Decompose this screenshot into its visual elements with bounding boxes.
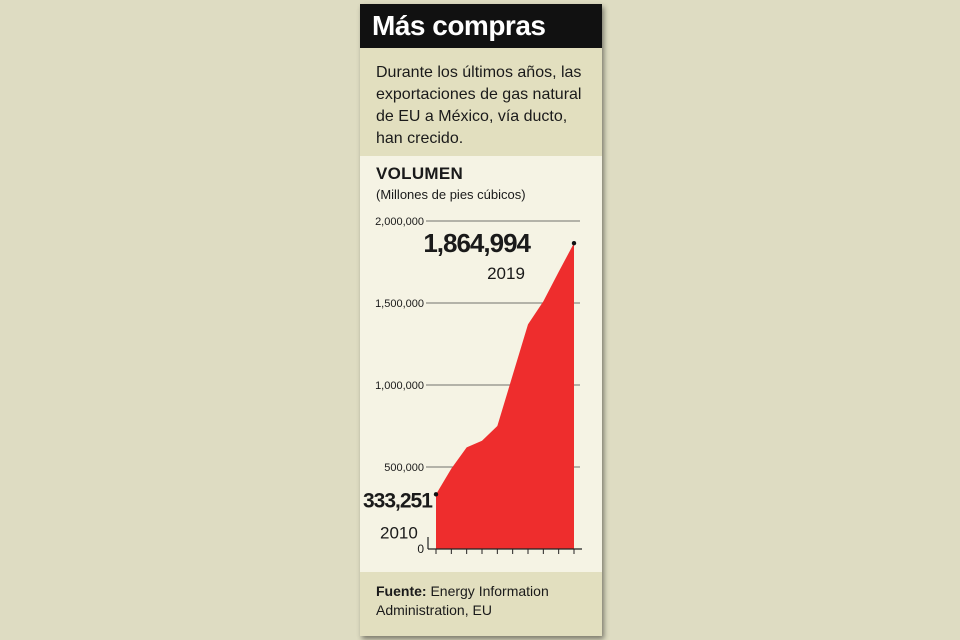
chart-subtitle: (Millones de pies cúbicos) bbox=[376, 187, 526, 202]
infographic-title: Más compras bbox=[372, 10, 546, 41]
end-point-marker bbox=[571, 240, 577, 246]
y-tick-label: 500,000 bbox=[384, 462, 424, 474]
source-text: Energy Information Administration, EU bbox=[376, 583, 549, 618]
area-series bbox=[436, 243, 574, 549]
min-year-label: 2010 bbox=[380, 523, 418, 542]
infographic-card: Más compras Durante los últimos años, la… bbox=[360, 4, 602, 636]
header-bar: Más compras bbox=[360, 4, 602, 48]
intro-text: Durante los últimos años, las exportacio… bbox=[376, 64, 582, 147]
max-value-label: 1,864,994 bbox=[423, 228, 531, 258]
footer-panel: Fuente: Energy Information Administratio… bbox=[360, 572, 602, 636]
y-tick-label: 1,000,000 bbox=[375, 380, 424, 392]
min-value-label: 333,251 bbox=[363, 489, 433, 512]
intro-panel: Durante los últimos años, las exportacio… bbox=[360, 48, 602, 156]
start-point-marker bbox=[433, 492, 439, 497]
y-tick-label: 1,500,000 bbox=[375, 298, 424, 310]
max-year-label: 2019 bbox=[487, 264, 525, 283]
y-tick-label: 0 bbox=[417, 542, 424, 556]
area-chart: 0 500,000 1,000,000 1,500,000 2,000,0001,864… bbox=[363, 216, 582, 556]
source-note: Fuente: Energy Information Administratio… bbox=[376, 582, 598, 620]
chart-title: VOLUMEN bbox=[376, 164, 464, 183]
source-label: Fuente: bbox=[376, 583, 427, 599]
y-tick-label: 2,000,000 bbox=[375, 216, 424, 228]
